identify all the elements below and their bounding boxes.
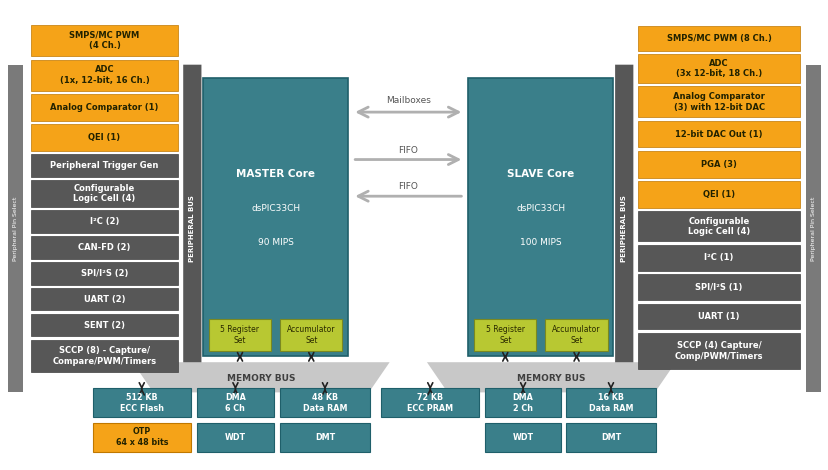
- Text: Configurable
Logic Cell (4): Configurable Logic Cell (4): [687, 217, 749, 236]
- FancyBboxPatch shape: [474, 319, 536, 352]
- Text: PERIPHERAL BUS: PERIPHERAL BUS: [620, 195, 627, 262]
- Text: 90 MIPS: 90 MIPS: [258, 238, 293, 247]
- FancyBboxPatch shape: [31, 211, 178, 233]
- FancyBboxPatch shape: [93, 388, 190, 417]
- Text: SPI/I²S (1): SPI/I²S (1): [695, 282, 742, 292]
- FancyBboxPatch shape: [31, 60, 178, 91]
- Polygon shape: [614, 65, 633, 392]
- Text: I²C (1): I²C (1): [704, 253, 733, 262]
- FancyBboxPatch shape: [638, 55, 799, 83]
- FancyBboxPatch shape: [31, 94, 178, 121]
- Polygon shape: [426, 362, 675, 392]
- FancyBboxPatch shape: [638, 245, 799, 271]
- Text: Configurable
Logic Cell (4): Configurable Logic Cell (4): [73, 184, 136, 204]
- FancyBboxPatch shape: [280, 388, 369, 417]
- FancyBboxPatch shape: [31, 340, 178, 372]
- Text: MASTER Core: MASTER Core: [236, 169, 315, 179]
- Text: ADC
(1x, 12-bit, 16 Ch.): ADC (1x, 12-bit, 16 Ch.): [60, 65, 149, 85]
- Text: 16 KB
Data RAM: 16 KB Data RAM: [588, 393, 633, 413]
- FancyBboxPatch shape: [197, 423, 273, 452]
- FancyBboxPatch shape: [31, 236, 178, 258]
- Text: UART (1): UART (1): [697, 312, 739, 321]
- FancyBboxPatch shape: [638, 86, 799, 118]
- Text: WDT: WDT: [512, 433, 533, 442]
- Text: 12-bit DAC Out (1): 12-bit DAC Out (1): [675, 130, 762, 139]
- FancyBboxPatch shape: [638, 121, 799, 148]
- Text: SPI/I²S (2): SPI/I²S (2): [80, 269, 128, 278]
- FancyBboxPatch shape: [638, 181, 799, 208]
- Text: 5 Register
Set: 5 Register Set: [485, 325, 524, 345]
- FancyBboxPatch shape: [484, 423, 561, 452]
- Text: Accumulator
Set: Accumulator Set: [286, 325, 335, 345]
- FancyBboxPatch shape: [93, 423, 190, 452]
- FancyBboxPatch shape: [31, 154, 178, 177]
- FancyBboxPatch shape: [545, 319, 607, 352]
- FancyBboxPatch shape: [280, 423, 369, 452]
- Text: QEI (1): QEI (1): [702, 190, 734, 199]
- Text: PERIPHERAL BUS: PERIPHERAL BUS: [189, 195, 195, 262]
- Text: dsPIC33CH: dsPIC33CH: [516, 204, 565, 212]
- FancyBboxPatch shape: [805, 65, 820, 392]
- Text: SCCP (4) Capture/
Comp/PWM/Timers: SCCP (4) Capture/ Comp/PWM/Timers: [674, 341, 763, 361]
- FancyBboxPatch shape: [31, 124, 178, 151]
- Text: dsPIC33CH: dsPIC33CH: [251, 204, 300, 212]
- Polygon shape: [183, 65, 201, 392]
- Text: SENT (2): SENT (2): [84, 321, 125, 329]
- FancyBboxPatch shape: [280, 319, 342, 352]
- FancyBboxPatch shape: [197, 388, 273, 417]
- FancyBboxPatch shape: [638, 26, 799, 51]
- Text: SCCP (8) - Capture/
Compare/PWM/Timers: SCCP (8) - Capture/ Compare/PWM/Timers: [52, 346, 156, 366]
- Text: ADC
(3x 12-bit, 18 Ch.): ADC (3x 12-bit, 18 Ch.): [675, 59, 762, 78]
- Text: Mailboxes: Mailboxes: [385, 95, 431, 104]
- FancyBboxPatch shape: [638, 274, 799, 300]
- FancyBboxPatch shape: [31, 262, 178, 285]
- Text: DMT: DMT: [600, 433, 620, 442]
- Text: Analog Comparator
(3) with 12-bit DAC: Analog Comparator (3) with 12-bit DAC: [672, 92, 764, 112]
- Text: FIFO: FIFO: [398, 182, 417, 191]
- FancyBboxPatch shape: [31, 180, 178, 207]
- Text: DMT: DMT: [315, 433, 335, 442]
- FancyBboxPatch shape: [638, 212, 799, 242]
- Text: PGA (3): PGA (3): [700, 160, 736, 169]
- FancyBboxPatch shape: [31, 314, 178, 337]
- Text: Analog Comparator (1): Analog Comparator (1): [51, 103, 158, 112]
- Text: Peripheral Pin Select: Peripheral Pin Select: [13, 196, 18, 261]
- Text: SMPS/MC PWM
(4 Ch.): SMPS/MC PWM (4 Ch.): [70, 31, 139, 50]
- FancyBboxPatch shape: [638, 151, 799, 178]
- Text: MEMORY BUS: MEMORY BUS: [517, 374, 585, 384]
- Text: 100 MIPS: 100 MIPS: [519, 238, 561, 247]
- Text: SLAVE Core: SLAVE Core: [507, 169, 574, 179]
- Text: 512 KB
ECC Flash: 512 KB ECC Flash: [119, 393, 164, 413]
- FancyBboxPatch shape: [209, 319, 271, 352]
- Text: OTP
64 x 48 bits: OTP 64 x 48 bits: [115, 427, 168, 447]
- FancyBboxPatch shape: [8, 65, 23, 392]
- FancyBboxPatch shape: [31, 25, 178, 56]
- Text: DMA
6 Ch: DMA 6 Ch: [224, 393, 246, 413]
- FancyBboxPatch shape: [381, 388, 479, 417]
- FancyBboxPatch shape: [484, 388, 561, 417]
- Text: DMA
2 Ch: DMA 2 Ch: [512, 393, 533, 413]
- Text: WDT: WDT: [224, 433, 246, 442]
- FancyBboxPatch shape: [468, 78, 613, 356]
- Text: CAN-FD (2): CAN-FD (2): [78, 243, 131, 252]
- Text: FIFO: FIFO: [398, 146, 417, 155]
- Text: I²C (2): I²C (2): [89, 217, 119, 226]
- FancyBboxPatch shape: [31, 288, 178, 311]
- Text: QEI (1): QEI (1): [89, 133, 120, 142]
- FancyBboxPatch shape: [566, 388, 655, 417]
- Text: Peripheral Trigger Gen: Peripheral Trigger Gen: [51, 161, 158, 170]
- Text: 5 Register
Set: 5 Register Set: [220, 325, 259, 345]
- Text: MEMORY BUS: MEMORY BUS: [227, 374, 295, 384]
- FancyBboxPatch shape: [203, 78, 348, 356]
- FancyBboxPatch shape: [638, 304, 799, 329]
- FancyBboxPatch shape: [638, 333, 799, 368]
- Text: 48 KB
Data RAM: 48 KB Data RAM: [302, 393, 347, 413]
- FancyBboxPatch shape: [566, 423, 655, 452]
- Text: Peripheral Pin Select: Peripheral Pin Select: [810, 196, 815, 261]
- Text: Accumulator
Set: Accumulator Set: [551, 325, 600, 345]
- Text: 72 KB
ECC PRAM: 72 KB ECC PRAM: [407, 393, 453, 413]
- Text: UART (2): UART (2): [84, 295, 125, 304]
- Polygon shape: [132, 362, 389, 392]
- Text: SMPS/MC PWM (8 Ch.): SMPS/MC PWM (8 Ch.): [666, 34, 771, 43]
